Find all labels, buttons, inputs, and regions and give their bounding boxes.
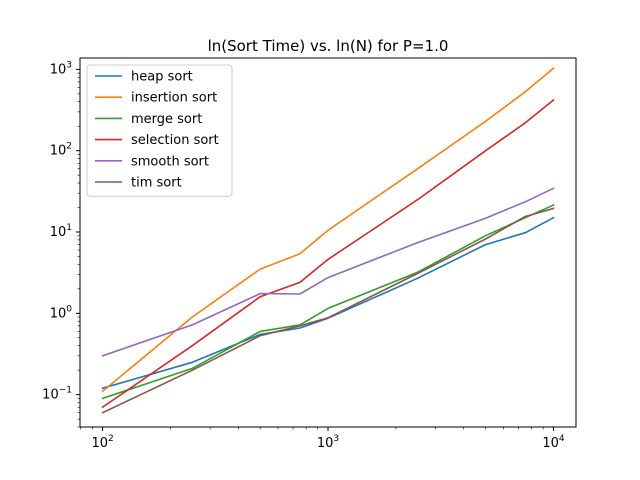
x-tick-label: 102 <box>91 434 113 451</box>
series-line-smooth-sort <box>101 187 555 357</box>
chart-title: ln(Sort Time) vs. ln(N) for P=1.0 <box>208 37 449 55</box>
y-tick-label-exponent: 1 <box>66 223 72 233</box>
x-tick-label: 103 <box>317 434 339 451</box>
y-tick-label: 10−1 <box>42 386 72 403</box>
x-tick-label-base: 10 <box>317 436 334 451</box>
series-line-insertion-sort <box>101 67 555 393</box>
legend-box <box>86 64 233 197</box>
y-tick-label: 100 <box>50 304 73 321</box>
y-tick-label-base: 10 <box>50 225 67 240</box>
x-tick-label-exponent: 2 <box>108 434 114 444</box>
y-tick-label: 103 <box>50 60 72 77</box>
x-tick-label: 104 <box>542 434 565 451</box>
x-tick-label-exponent: 3 <box>333 434 339 444</box>
legend-label-heap-sort: heap sort <box>131 70 193 85</box>
x-tick-label-exponent: 4 <box>559 434 565 444</box>
y-tick-label-base: 10 <box>50 306 67 321</box>
y-tick-label-exponent: 0 <box>66 304 72 314</box>
y-tick-label-base: 10 <box>50 144 67 159</box>
series-line-tim-sort <box>101 207 555 414</box>
y-tick-label-base: 10 <box>42 388 59 403</box>
legend-label-merge-sort: merge sort <box>131 112 202 127</box>
x-tick-label-base: 10 <box>91 436 108 451</box>
y-tick-label-exponent: 2 <box>66 142 72 152</box>
legend-label-tim-sort: tim sort <box>131 176 182 191</box>
series-line-selection-sort <box>101 98 555 409</box>
x-tick-label-base: 10 <box>542 436 559 451</box>
plot-area <box>101 67 555 414</box>
legend: heap sort insertion sort merge sort selecti… <box>86 64 233 197</box>
y-tick-label-base: 10 <box>50 62 67 77</box>
y-tick-label: 101 <box>50 223 72 240</box>
y-tick-label-exponent: −1 <box>59 386 72 396</box>
legend-label-insertion-sort: insertion sort <box>131 91 217 106</box>
y-tick-label-exponent: 3 <box>66 60 72 70</box>
legend-label-smooth-sort: smooth sort <box>131 154 209 169</box>
y-tick-label: 102 <box>50 142 72 159</box>
legend-label-selection-sort: selection sort <box>131 133 219 148</box>
